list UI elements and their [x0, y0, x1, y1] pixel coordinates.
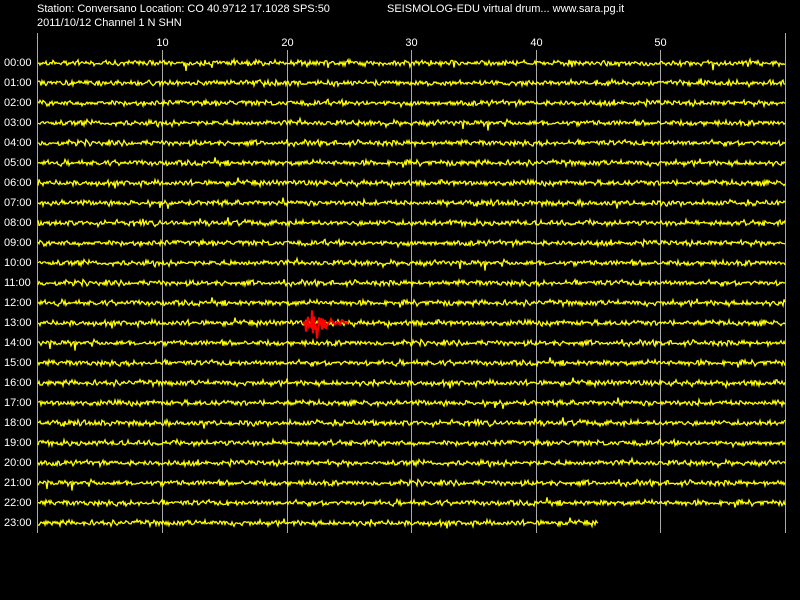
seismic-trace: [37, 417, 786, 429]
seismic-trace: [38, 116, 786, 131]
row-time-label: 21:00: [4, 477, 32, 489]
x-tick-label: 50: [654, 37, 666, 49]
seismic-trace: [37, 337, 786, 351]
row-time-label: 07:00: [4, 197, 32, 209]
seismic-trace: [37, 456, 786, 469]
seismic-trace: [37, 377, 786, 390]
row-time-label: 19:00: [4, 437, 32, 449]
row-time-label: 05:00: [4, 157, 32, 169]
row-time-label: 10:00: [4, 257, 32, 269]
row-time-label: 11:00: [4, 277, 31, 289]
row-time-label: 04:00: [4, 137, 32, 149]
seismic-trace: [37, 77, 786, 89]
app-title: SEISMOLOG-EDU virtual drum... www.sara.p…: [387, 3, 624, 15]
row-time-label: 12:00: [4, 297, 32, 309]
seismic-trace: [37, 497, 786, 508]
row-time-label: 01:00: [4, 77, 32, 89]
seismic-trace: [37, 217, 786, 229]
row-time-label: 18:00: [4, 417, 32, 429]
seismic-trace: [37, 357, 786, 368]
seismic-event: [302, 310, 349, 339]
seismic-trace: [37, 437, 786, 449]
seismic-trace: [37, 277, 786, 289]
seismic-trace: [37, 237, 786, 249]
row-time-label: 13:00: [4, 317, 32, 329]
seismic-trace: [37, 517, 599, 529]
row-time-label: 08:00: [4, 217, 32, 229]
x-tick-label: 10: [156, 37, 168, 49]
row-time-label: 00:00: [4, 57, 32, 69]
seismic-trace: [37, 317, 786, 330]
row-time-label: 17:00: [4, 397, 32, 409]
row-time-label: 02:00: [4, 97, 32, 109]
x-tick-label: 30: [405, 37, 417, 49]
seismic-trace: [37, 477, 786, 491]
row-time-label: 14:00: [4, 337, 32, 349]
row-time-label: 09:00: [4, 237, 32, 249]
row-time-label: 22:00: [4, 497, 32, 509]
row-time-label: 03:00: [4, 117, 32, 129]
seismic-trace: [37, 297, 786, 309]
row-time-label: 23:00: [4, 517, 32, 529]
station-info: Station: Conversano Location: CO 40.9712…: [37, 3, 330, 15]
seismic-trace: [37, 97, 786, 109]
seismic-trace: [37, 57, 786, 71]
seismic-trace: [37, 137, 786, 149]
row-time-label: 06:00: [4, 177, 32, 189]
date-channel: 2011/10/12 Channel 1 N SHN: [37, 17, 182, 29]
seismic-trace: [37, 177, 786, 190]
seismic-trace: [37, 397, 786, 409]
x-tick-label: 20: [281, 37, 293, 49]
seismic-trace: [37, 197, 786, 209]
row-time-label: 15:00: [4, 357, 32, 369]
seismic-trace: [37, 157, 786, 169]
seismic-trace: [37, 256, 786, 271]
row-time-label: 20:00: [4, 457, 32, 469]
row-time-label: 16:00: [4, 377, 32, 389]
x-tick-label: 40: [530, 37, 542, 49]
